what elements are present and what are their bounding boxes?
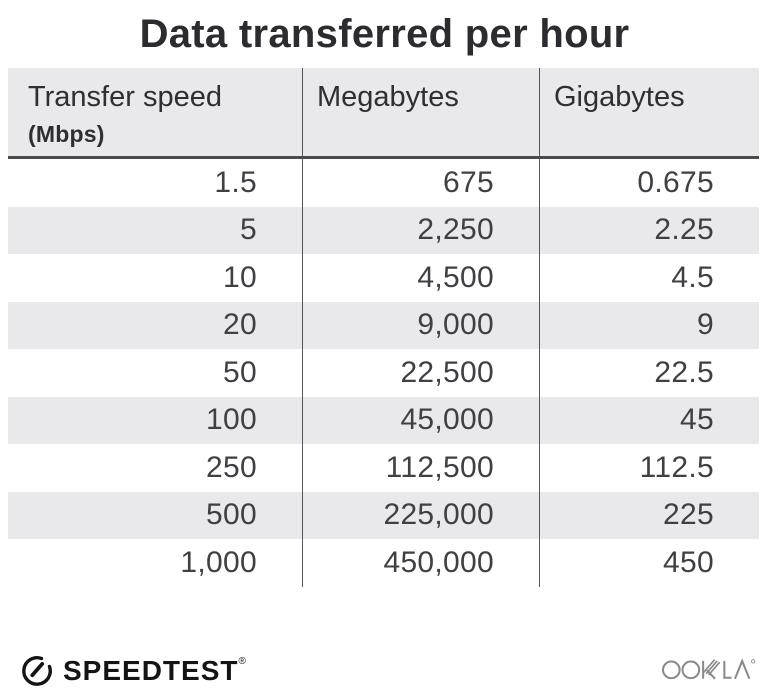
cell-megabytes: 675 [302, 159, 539, 207]
page-title: Data transferred per hour [139, 12, 630, 56]
cell-gigabytes: 45 [539, 396, 759, 444]
cell-megabytes: 45,000 [302, 396, 539, 444]
cell-speed: 500 [206, 498, 257, 532]
footer: SPEEDTEST® [0, 642, 769, 698]
table-row: 5 2,250 2.25 [8, 206, 759, 254]
cell-megabytes: 112,500 [302, 444, 539, 492]
header-transfer-speed-unit: (Mbps) [28, 121, 105, 147]
cell-speed: 1,000 [180, 545, 257, 579]
cell-gigabytes: 112.5 [539, 444, 759, 492]
table-row: 20 9,000 9 [8, 301, 759, 349]
table-row: 1,000 450,000 450 [8, 539, 759, 587]
cell-speed: 10 [223, 260, 257, 294]
cell-speed: 20 [223, 308, 257, 342]
table-row: 10 4,500 4.5 [8, 254, 759, 302]
table-row: 100 45,000 45 [8, 396, 759, 444]
header-transfer-speed-label: Transfer speed [28, 81, 222, 113]
cell-gigabytes: 4.5 [539, 254, 759, 302]
cell-gigabytes: 9 [539, 301, 759, 349]
header-transfer-speed: Transfer speed (Mbps) [8, 68, 302, 156]
cell-megabytes: 9,000 [302, 301, 539, 349]
cell-gigabytes: 450 [539, 539, 759, 587]
cell-megabytes: 4,500 [302, 254, 539, 302]
cell-megabytes: 2,250 [302, 206, 539, 254]
cell-speed: 250 [206, 450, 257, 484]
table-row: 50 22,500 22.5 [8, 349, 759, 397]
speedtest-wordmark: SPEEDTEST® [63, 655, 246, 686]
table-header-row: Transfer speed (Mbps) Megabytes Gigabyte… [8, 68, 759, 159]
cell-megabytes: 225,000 [302, 491, 539, 539]
cell-megabytes: 22,500 [302, 349, 539, 397]
header-gigabytes: Gigabytes [539, 68, 759, 156]
speedtest-logo: SPEEDTEST® [20, 654, 246, 688]
cell-gigabytes: 0.675 [539, 159, 759, 207]
cell-gigabytes: 22.5 [539, 349, 759, 397]
table-row: 1.5 675 0.675 [8, 159, 759, 207]
cell-gigabytes: 2.25 [539, 206, 759, 254]
data-table: Transfer speed (Mbps) Megabytes Gigabyte… [8, 68, 759, 587]
speedtest-gauge-icon [20, 654, 54, 688]
table-body: 1.5 675 0.675 5 2,250 2.25 10 4,500 4.5 … [8, 159, 759, 587]
ookla-logo [661, 655, 757, 688]
table-row: 250 112,500 112.5 [8, 444, 759, 492]
cell-speed: 1.5 [214, 165, 257, 199]
registered-mark-icon: ® [238, 656, 246, 667]
cell-speed: 50 [223, 355, 257, 389]
cell-speed: 5 [240, 213, 257, 247]
cell-speed: 100 [206, 403, 257, 437]
cell-gigabytes: 225 [539, 491, 759, 539]
cell-megabytes: 450,000 [302, 539, 539, 587]
header-megabytes: Megabytes [302, 68, 539, 156]
table-row: 500 225,000 225 [8, 491, 759, 539]
